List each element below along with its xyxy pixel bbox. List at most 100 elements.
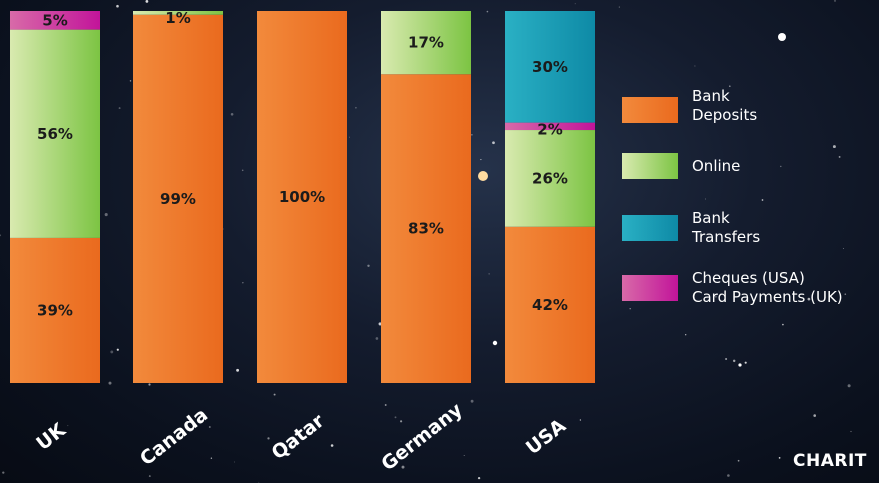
star: [116, 348, 119, 351]
bar-segment-uk-cheques-card: [10, 11, 100, 30]
bar-segment-usa-online: [505, 130, 595, 227]
star: [2, 471, 5, 474]
data-label-canada-online: 1%: [165, 9, 190, 27]
star: [384, 404, 387, 406]
bright-star: [738, 363, 742, 367]
bright-star: [492, 340, 498, 346]
star: [847, 384, 851, 388]
star: [378, 322, 382, 326]
category-labels-group: UK Canada Qatar Germany USA: [32, 398, 570, 475]
data-label-germany-bank-deposits: 83%: [408, 220, 444, 238]
star: [145, 0, 149, 3]
category-label-canada: Canada: [136, 404, 212, 470]
bar-segment-canada-online: [133, 11, 223, 15]
bar-segment-usa-cheques-card: [505, 122, 595, 131]
star: [492, 141, 495, 145]
category-label-qatar: Qatar: [267, 409, 329, 464]
legend-swatch-online: [622, 153, 678, 179]
data-label-germany-online: 17%: [408, 34, 444, 52]
star: [761, 199, 764, 201]
star: [725, 357, 728, 361]
star: [737, 459, 740, 462]
star: [148, 475, 151, 478]
legend-item-online: Online: [622, 153, 740, 179]
star: [782, 323, 784, 326]
data-label-uk-cheques-card: 5%: [42, 11, 67, 29]
star: [104, 213, 108, 217]
star: [579, 419, 582, 421]
star: [480, 159, 482, 161]
star: [463, 454, 465, 457]
data-label-uk-bank-deposits: 39%: [37, 301, 73, 319]
star: [850, 430, 852, 433]
bar-segment-germany-bank-deposits: [381, 74, 471, 384]
brand-text: CHARIT: [793, 451, 867, 471]
star: [267, 437, 270, 440]
star: [732, 359, 736, 363]
legend-swatch-bank-deposits: [622, 97, 678, 123]
star: [488, 273, 490, 275]
star: [349, 136, 350, 138]
star: [118, 107, 121, 110]
star: [230, 113, 234, 116]
star: [330, 444, 334, 447]
star: [685, 334, 687, 336]
data-label-usa-bank-transfers: 30%: [532, 58, 568, 76]
data-label-qatar-bank-deposits: 100%: [279, 188, 325, 206]
bar-segment-uk-online: [10, 29, 100, 238]
data-label-usa-bank-deposits: 42%: [532, 296, 568, 314]
star: [236, 368, 240, 372]
star: [728, 85, 731, 88]
legend-label-cheques-card: Cheques (USA) Card Payments (UK): [692, 269, 843, 306]
star: [834, 0, 836, 2]
bright-star: [778, 33, 786, 41]
star: [780, 165, 782, 168]
star: [129, 80, 132, 82]
bright-star: [478, 171, 488, 181]
star: [208, 426, 211, 428]
star: [778, 457, 781, 459]
star: [813, 414, 816, 417]
star: [714, 295, 717, 298]
legend-label-bank-deposits: Bank Deposits: [692, 87, 758, 124]
category-label-uk: UK: [32, 418, 70, 455]
legend-item-bank-transfers: Bank Transfers: [622, 209, 760, 247]
legend-item-bank-deposits: Bank Deposits: [622, 87, 757, 125]
star: [477, 476, 481, 480]
bar-segment-canada-bank-deposits: [133, 14, 223, 383]
bar-segment-qatar-bank-deposits: [257, 11, 347, 383]
star: [110, 350, 114, 354]
bar-segment-usa-bank-deposits: [505, 226, 595, 383]
data-label-uk-online: 56%: [37, 125, 73, 143]
star: [0, 234, 2, 237]
star: [116, 4, 119, 8]
star: [394, 416, 397, 419]
star: [727, 474, 730, 477]
star: [694, 65, 696, 67]
star: [148, 383, 151, 386]
data-label-usa-cheques-card: 2%: [537, 121, 562, 139]
star: [355, 106, 357, 109]
bars-group: [10, 11, 595, 384]
data-label-canada-bank-deposits: 99%: [160, 190, 196, 208]
star: [233, 461, 235, 463]
star: [471, 133, 473, 136]
legend-swatch-cheques-card: [622, 275, 678, 301]
category-label-usa: USA: [522, 415, 570, 459]
category-label-germany: Germany: [377, 398, 467, 475]
bar-segment-uk-bank-deposits: [10, 237, 100, 383]
star: [470, 399, 474, 403]
star: [838, 155, 841, 158]
legend-item-cheques-card: Cheques (USA) Card Payments (UK): [622, 269, 843, 307]
bar-segment-usa-bank-transfers: [505, 11, 595, 123]
star: [400, 420, 403, 423]
star: [108, 381, 112, 385]
bar-segment-germany-online: [381, 11, 471, 75]
segment-labels-group: 39% 56% 5% 99% 1% 100% 83% 17% 42% 26% 2% 30%: [37, 9, 568, 319]
star: [705, 198, 706, 200]
star: [744, 361, 747, 364]
star: [844, 293, 847, 296]
data-label-usa-online: 26%: [532, 169, 568, 187]
star: [367, 264, 370, 268]
star: [210, 457, 213, 459]
